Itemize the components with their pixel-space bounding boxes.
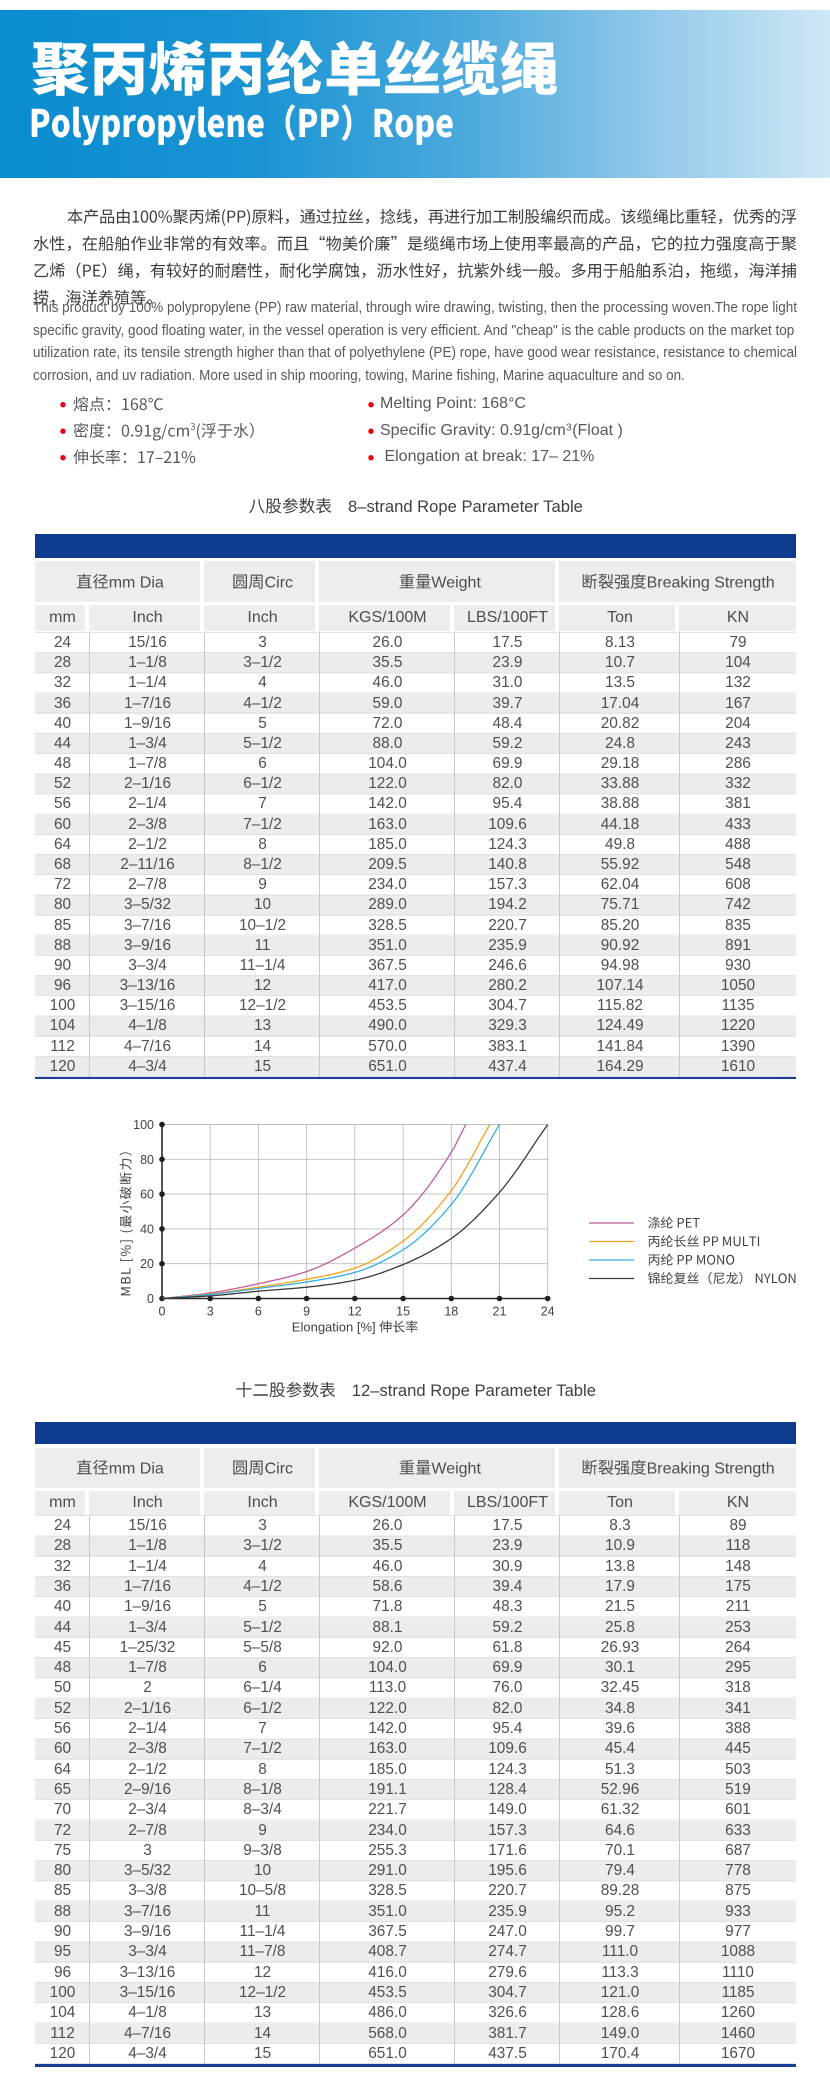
svg-text:Weight: Weight — [431, 575, 481, 592]
svg-text:mm Dia: mm Dia — [109, 575, 164, 592]
svg-text:3: 3 — [207, 1305, 214, 1319]
svg-text:Breaking Strength: Breaking Strength — [647, 575, 775, 592]
svg-text:mm Dia: mm Dia — [109, 1461, 164, 1478]
svg-text:9: 9 — [303, 1305, 310, 1319]
svg-text:15: 15 — [396, 1305, 410, 1319]
svg-text:20: 20 — [140, 1257, 154, 1271]
svg-text:6: 6 — [255, 1305, 262, 1319]
svg-text:Circ: Circ — [265, 575, 293, 592]
svg-text:0: 0 — [147, 1292, 154, 1306]
svg-text:Elongation [%]: Elongation [%] — [292, 1320, 376, 1335]
svg-text:8–strand Rope Parameter Table: 8–strand Rope Parameter Table — [348, 497, 583, 516]
svg-text:80: 80 — [140, 1153, 154, 1167]
svg-text:21: 21 — [493, 1305, 507, 1319]
svg-text:0: 0 — [159, 1305, 166, 1319]
svg-text:40: 40 — [140, 1222, 154, 1236]
svg-text:60: 60 — [140, 1188, 154, 1202]
svg-text:18: 18 — [444, 1305, 458, 1319]
svg-text:Weight: Weight — [431, 1461, 481, 1478]
svg-text:100: 100 — [133, 1118, 154, 1132]
svg-text:24: 24 — [541, 1305, 555, 1319]
svg-text:Breaking Strength: Breaking Strength — [647, 1461, 775, 1478]
svg-text:Circ: Circ — [265, 1461, 293, 1478]
svg-text:12: 12 — [348, 1305, 362, 1319]
svg-text:12–strand Rope Parameter Table: 12–strand Rope Parameter Table — [352, 1381, 596, 1400]
